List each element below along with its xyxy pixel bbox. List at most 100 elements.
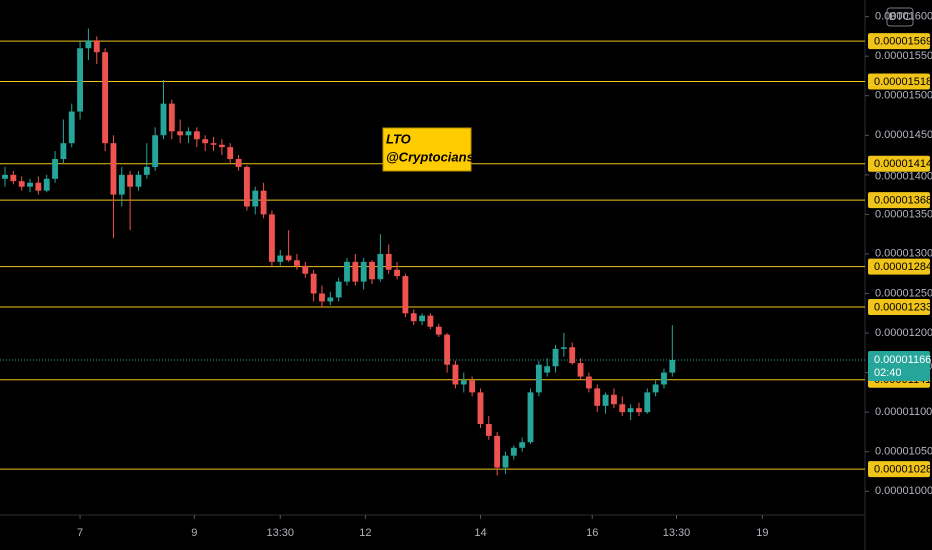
x-tick-label: 9 [191, 527, 197, 539]
candle-body [402, 276, 409, 314]
candle-body [636, 408, 642, 413]
y-tick-label: 0.00001050 [875, 446, 932, 458]
candle-body [193, 131, 200, 140]
candle-body [310, 273, 317, 294]
candle-body [594, 388, 601, 406]
level-label: 0.00001284 [874, 261, 932, 273]
candle-body [569, 347, 576, 364]
candle-body [77, 48, 83, 112]
candle-body [52, 159, 58, 179]
candle-body [394, 269, 400, 277]
candle-body [277, 255, 284, 262]
y-tick-label: 0.00001450 [875, 129, 932, 141]
y-tick-label: 0.00001300 [875, 248, 932, 260]
y-tick-label: 0.00001000 [875, 485, 932, 497]
candle-body [410, 313, 417, 322]
candle-body [460, 380, 467, 385]
candle-body [160, 103, 167, 136]
candle-body [485, 424, 492, 436]
candle-body [577, 363, 584, 377]
candle-body [494, 435, 501, 468]
candle-body [260, 190, 267, 215]
candle-body [319, 293, 325, 302]
level-label: 0.00001414 [874, 158, 932, 170]
candle-body [235, 159, 242, 167]
candle-body [510, 447, 517, 456]
candle-body [544, 366, 551, 373]
countdown: 02:40 [874, 367, 902, 379]
candle-body [2, 174, 8, 179]
candle-body [102, 52, 109, 144]
currency-box [886, 7, 914, 27]
currency: BTC [889, 11, 911, 23]
level-label-box [868, 155, 930, 172]
candle-body [177, 131, 184, 136]
annotation-text: LTO [386, 131, 411, 146]
candle-body [519, 442, 526, 448]
candle-body [360, 261, 367, 282]
candle-body [560, 347, 567, 349]
candle-body [185, 131, 192, 136]
level-label: 0.00001233 [874, 301, 932, 313]
candle-body [427, 315, 434, 327]
candle-body [18, 181, 25, 187]
candle-body [110, 143, 117, 195]
candle-body [452, 364, 459, 385]
candle-body [502, 455, 509, 468]
x-tick-label: 13:30 [267, 527, 295, 539]
candle-body [10, 174, 17, 182]
level-label-box [868, 73, 930, 90]
level-label: 0.00001368 [874, 195, 932, 207]
candle-body [627, 408, 634, 413]
candle-body [469, 380, 476, 393]
last-price-label: 0.00001166 [874, 354, 931, 366]
y-tick-label: 0.00001250 [875, 287, 932, 299]
candle-body [218, 144, 225, 148]
candle-body [644, 392, 651, 413]
candle-body [585, 376, 592, 389]
x-tick-label: 16 [586, 527, 598, 539]
level-label-box [868, 461, 930, 478]
candle-body [294, 260, 300, 266]
y-tick-label: 0.00001200 [875, 327, 932, 339]
x-tick-label: 19 [756, 527, 768, 539]
candle-body [269, 214, 275, 262]
candle-body [369, 261, 375, 280]
candle-body [302, 265, 309, 274]
candle-body [135, 174, 142, 187]
candle-body [252, 190, 259, 207]
candle-body [335, 281, 342, 298]
level-label-box [868, 192, 930, 209]
candle-body [68, 111, 75, 144]
candle-body [43, 178, 50, 191]
level-label: 0.00001569 [874, 36, 932, 48]
candle-body [85, 40, 92, 49]
candle-body [344, 261, 350, 282]
level-label-box [868, 298, 930, 315]
candle-body [377, 253, 384, 280]
candle-body [419, 315, 425, 322]
candle-body [477, 392, 484, 425]
candle-body [444, 334, 451, 365]
candle-body [143, 166, 150, 175]
candle-body [652, 384, 659, 393]
level-label: 0.00001518 [874, 76, 932, 88]
y-tick-label: 0.00001350 [875, 208, 932, 220]
last-price-box [868, 350, 930, 381]
x-tick-label: 7 [77, 527, 83, 539]
candle-body [385, 253, 392, 270]
level-label: 0.00001028 [874, 464, 932, 476]
candle-body [227, 147, 234, 160]
y-tick-label: 0.00001500 [875, 90, 932, 102]
y-tick-label: 0.00001600 [875, 11, 932, 23]
x-tick-label: 14 [474, 527, 486, 539]
candle-body [552, 348, 559, 367]
candle-body [619, 404, 626, 413]
candle-body [35, 182, 42, 191]
annotation-text: @Cryptocians [386, 149, 474, 164]
candle-body [152, 135, 159, 167]
candle-body [435, 326, 442, 335]
y-tick-label: 0.00001100 [875, 406, 932, 418]
candle-body [669, 359, 676, 373]
